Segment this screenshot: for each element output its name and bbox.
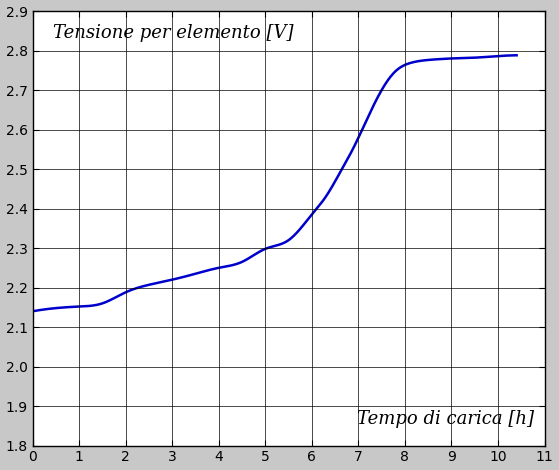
- Text: Tensione per elemento [V]: Tensione per elemento [V]: [53, 24, 293, 42]
- Text: Tempo di carica [h]: Tempo di carica [h]: [357, 410, 534, 428]
